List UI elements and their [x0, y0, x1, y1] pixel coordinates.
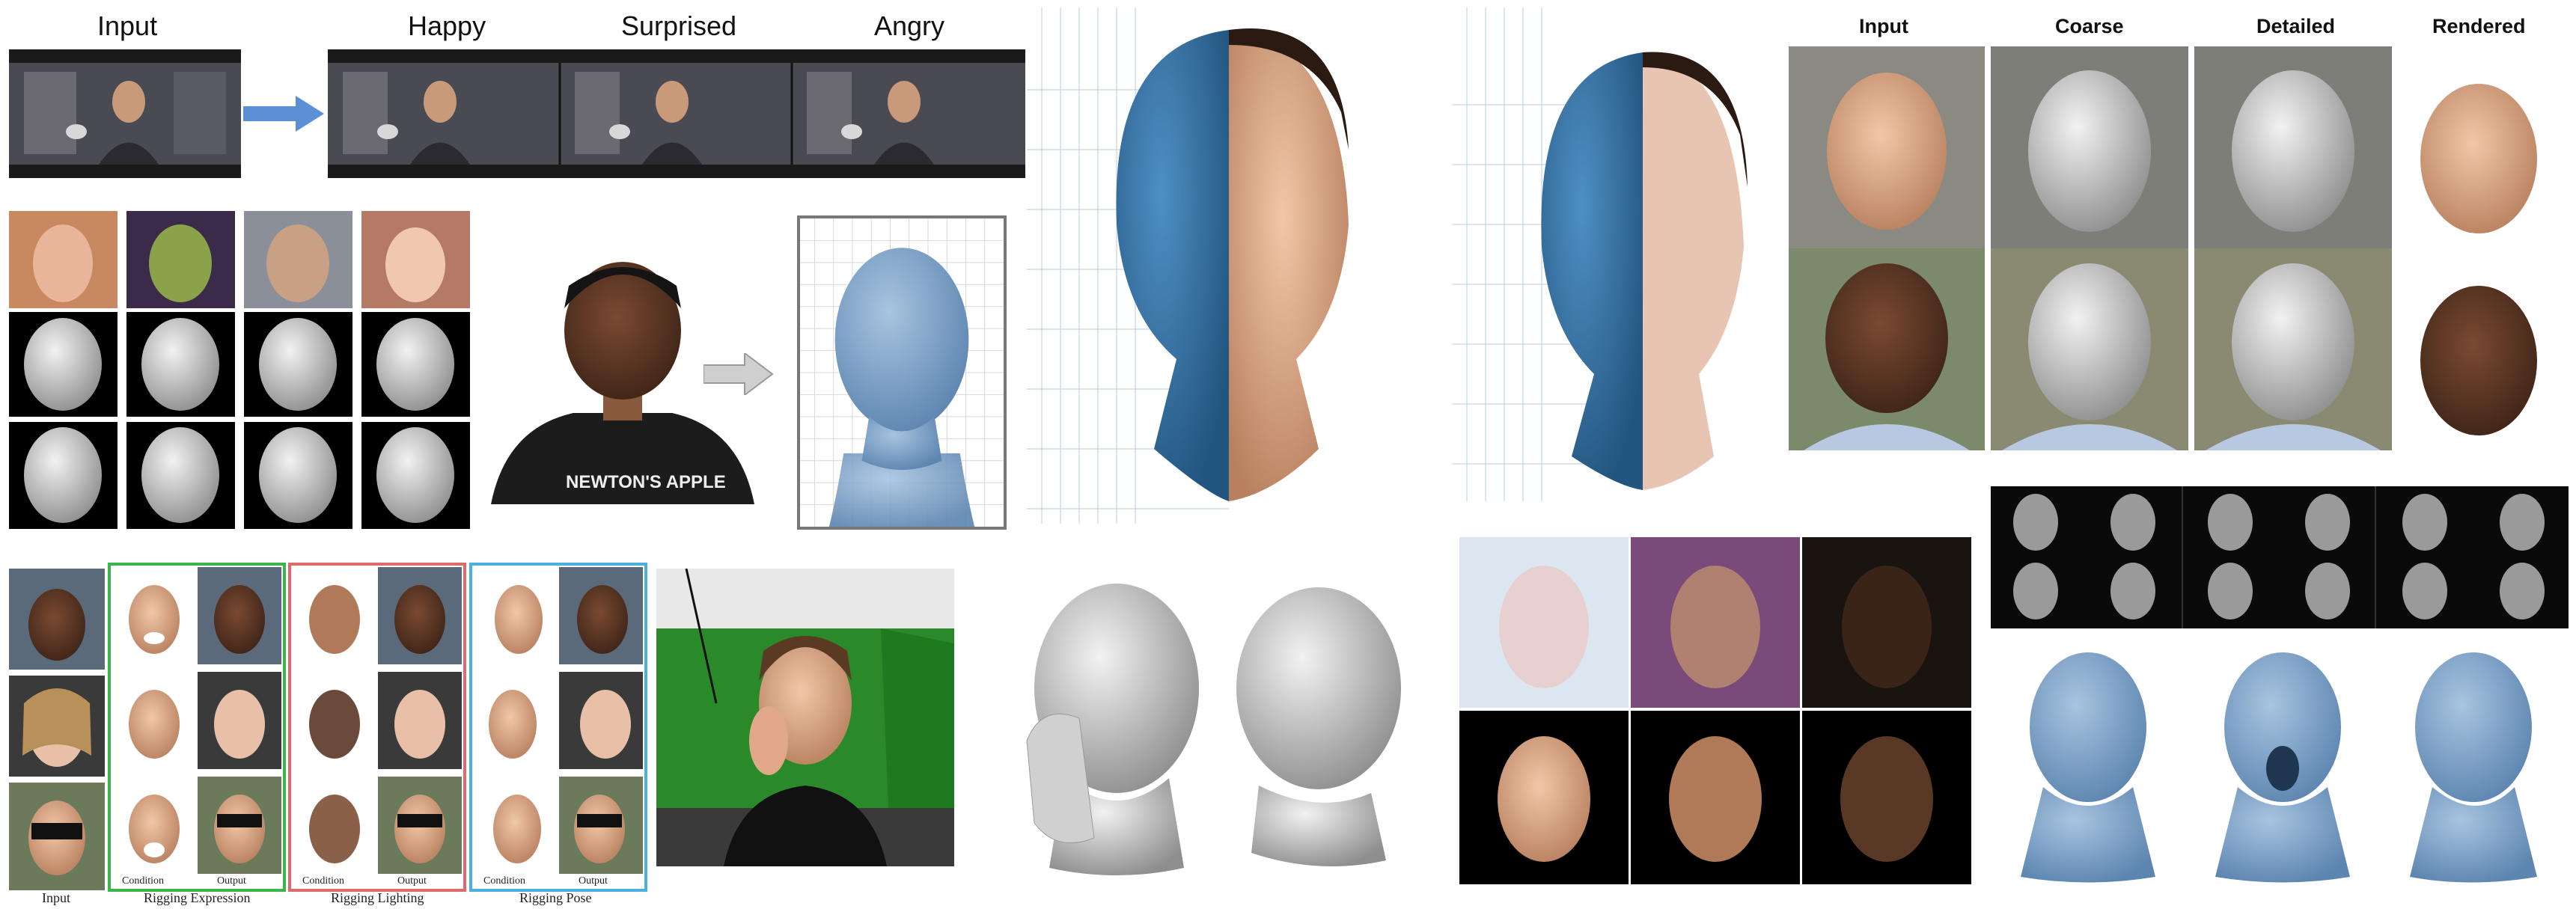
gray-heads-pair	[1012, 569, 1414, 883]
rigging-expression-title: Rigging Expression	[144, 890, 251, 905]
rigging-lighting-title: Rigging Lighting	[331, 890, 424, 905]
svg-text:NEWTON'S APPLE: NEWTON'S APPLE	[566, 472, 726, 492]
face-mesh-grid	[9, 211, 470, 529]
face-scan-strip	[1991, 486, 2569, 628]
rigging-pose-frame	[469, 563, 647, 892]
expression-output-strip	[328, 49, 1025, 178]
mesh-grid-box	[797, 215, 1007, 530]
expression-condition-label: Condition	[122, 875, 165, 887]
lighting-faces-grid	[1459, 537, 1971, 884]
col-coarse-label: Coarse	[2055, 15, 2124, 37]
pose-condition-label: Condition	[483, 875, 526, 887]
surprised-label: Surprised	[621, 10, 737, 41]
rigging-expression-frame	[108, 563, 286, 892]
pose-output-label: Output	[579, 875, 608, 887]
split-head-man	[1027, 0, 1385, 539]
rigging-pose-images	[474, 567, 643, 874]
angry-label: Angry	[874, 10, 945, 41]
coarse-detailed-grid	[1789, 46, 2576, 450]
col-input-label: Input	[1859, 15, 1908, 37]
happy-label: Happy	[408, 10, 486, 41]
green-screen-photo	[656, 569, 954, 866]
expression-output-label: Output	[217, 875, 246, 887]
right-arrow-icon	[243, 96, 324, 132]
lighting-output-label: Output	[397, 875, 427, 887]
input-video-frame	[9, 49, 241, 178]
gray-arrow-icon	[703, 353, 774, 395]
lighting-condition-label: Condition	[302, 875, 345, 887]
blue-heads-row	[1991, 637, 2569, 884]
rigging-expression-images	[112, 567, 281, 874]
rigging-pose-title: Rigging Pose	[519, 890, 592, 905]
rigging-input-label: Input	[42, 890, 70, 905]
col-detailed-label: Detailed	[2256, 15, 2336, 37]
rigging-lighting-images	[293, 567, 462, 874]
rigging-lighting-frame	[288, 563, 466, 892]
col-rendered-label: Rendered	[2432, 15, 2526, 37]
split-head-woman	[1452, 0, 1781, 516]
input-label: Input	[97, 10, 158, 41]
rigging-input-column	[9, 569, 105, 890]
